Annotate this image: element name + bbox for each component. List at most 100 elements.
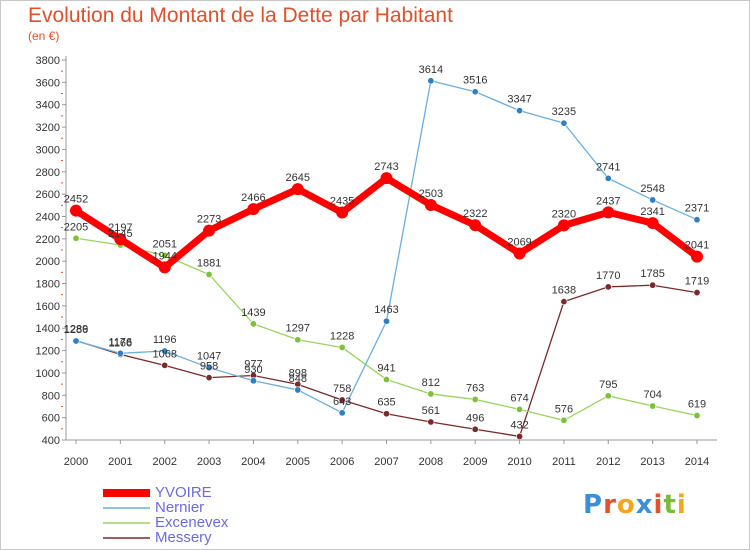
data-label-yvoire: 1944 <box>152 250 176 262</box>
data-label-nernier: 2741 <box>596 161 620 173</box>
logo-letter: r <box>603 490 617 520</box>
data-label-messery: 1770 <box>596 270 620 282</box>
y-tick-label: 1400 <box>36 323 60 335</box>
data-label-yvoire: 2069 <box>507 236 531 248</box>
data-label-nernier: 3347 <box>507 94 531 106</box>
point-yvoire <box>691 250 703 263</box>
point-excenevex <box>72 234 80 242</box>
data-label-yvoire: 2466 <box>241 192 265 204</box>
point-messery <box>560 298 568 306</box>
point-nernier <box>693 216 701 224</box>
x-tick-label: 2006 <box>330 456 354 468</box>
point-yvoire <box>513 247 526 260</box>
point-nernier <box>249 377 257 385</box>
data-label-nernier: 1047 <box>197 351 221 363</box>
data-label-yvoire: 2452 <box>64 194 88 206</box>
series-data-labels: 1289 1166 1068 958 977 898 758 635 561 496 432 1638… <box>64 64 709 432</box>
data-label-messery: 958 <box>200 361 218 373</box>
data-label-yvoire: 2273 <box>197 214 221 226</box>
point-messery <box>161 361 169 369</box>
point-yvoire <box>469 219 482 232</box>
point-nernier <box>116 349 124 357</box>
data-label-yvoire: 2341 <box>640 206 664 218</box>
point-excenevex <box>471 395 479 403</box>
logo-letter: o <box>616 490 636 520</box>
logo-letter: i <box>676 490 687 520</box>
y-tick-label: 2000 <box>36 256 60 268</box>
data-label-messery: 977 <box>244 359 262 371</box>
legend-label-excenevex: Excenevex <box>155 514 229 531</box>
data-label-excenevex: 2205 <box>64 221 88 233</box>
x-tick-label: 2010 <box>507 456 531 468</box>
y-tick-label: 600 <box>42 413 60 425</box>
data-label-yvoire: 2645 <box>286 172 310 184</box>
point-excenevex <box>338 343 346 351</box>
x-tick-label: 2008 <box>419 456 443 468</box>
data-label-nernier: 3516 <box>463 75 487 87</box>
data-label-excenevex: 941 <box>377 363 395 375</box>
point-nernier <box>161 347 169 355</box>
point-yvoire <box>557 219 570 232</box>
y-tick-label: 1200 <box>36 346 60 358</box>
x-tick-label: 2011 <box>552 456 576 468</box>
data-label-yvoire: 2322 <box>463 208 487 220</box>
y-tick-label: 3600 <box>36 77 60 89</box>
data-label-nernier: 643 <box>333 396 351 408</box>
y-tick-label: 1800 <box>36 279 60 291</box>
y-tick-label: 1600 <box>36 301 60 313</box>
point-nernier <box>294 386 302 394</box>
data-label-excenevex: 2051 <box>152 238 176 250</box>
point-yvoire <box>424 198 437 211</box>
data-label-excenevex: 795 <box>599 379 617 391</box>
point-messery <box>693 289 701 297</box>
point-excenevex <box>604 392 612 400</box>
legend <box>103 489 150 539</box>
data-label-excenevex: 576 <box>555 403 573 415</box>
x-tick-label: 2002 <box>152 456 176 468</box>
y-tick-label: 3000 <box>36 144 60 156</box>
point-nernier <box>338 409 346 417</box>
point-excenevex <box>249 320 257 328</box>
point-messery <box>205 374 213 382</box>
data-label-excenevex: 674 <box>510 392 528 404</box>
data-label-nernier: 2371 <box>685 203 709 215</box>
data-label-excenevex: 763 <box>466 382 484 394</box>
data-label-yvoire: 2435 <box>330 196 354 208</box>
series-lines <box>70 77 703 440</box>
point-nernier <box>604 174 612 182</box>
point-yvoire <box>70 204 82 217</box>
point-nernier <box>427 77 435 85</box>
x-tick-label: 2000 <box>64 456 88 468</box>
point-yvoire <box>602 206 615 219</box>
x-tick-label: 2004 <box>241 456 265 468</box>
point-excenevex <box>649 402 657 410</box>
data-label-messery: 898 <box>289 367 307 379</box>
data-label-excenevex: 1228 <box>330 330 354 342</box>
data-label-excenevex: 1297 <box>286 323 310 335</box>
data-label-nernier: 1286 <box>64 324 88 336</box>
logo-letter: t <box>663 490 677 520</box>
point-nernier <box>560 119 568 127</box>
data-label-messery: 1289 <box>64 324 88 336</box>
x-tick-label: 2001 <box>108 456 132 468</box>
data-label-yvoire: 2437 <box>596 195 620 207</box>
chart-title: Evolution du Montant de la Dette par Hab… <box>28 4 453 27</box>
data-label-yvoire: 2503 <box>419 188 443 200</box>
data-label-messery: 1166 <box>109 337 133 349</box>
point-yvoire <box>380 172 393 185</box>
point-yvoire <box>336 206 349 219</box>
point-excenevex <box>516 405 524 413</box>
y-tick-label: 2600 <box>36 189 60 201</box>
legend-label-yvoire: YVOIRE <box>155 484 212 501</box>
point-nernier <box>205 364 213 372</box>
point-messery <box>471 425 479 433</box>
y-tick-label: 400 <box>42 435 60 447</box>
point-messery <box>338 396 346 404</box>
data-label-messery: 1719 <box>685 276 709 288</box>
data-label-messery: 758 <box>333 383 351 395</box>
point-yvoire <box>247 203 260 216</box>
point-excenevex <box>205 270 213 278</box>
data-label-excenevex: 812 <box>422 377 440 389</box>
